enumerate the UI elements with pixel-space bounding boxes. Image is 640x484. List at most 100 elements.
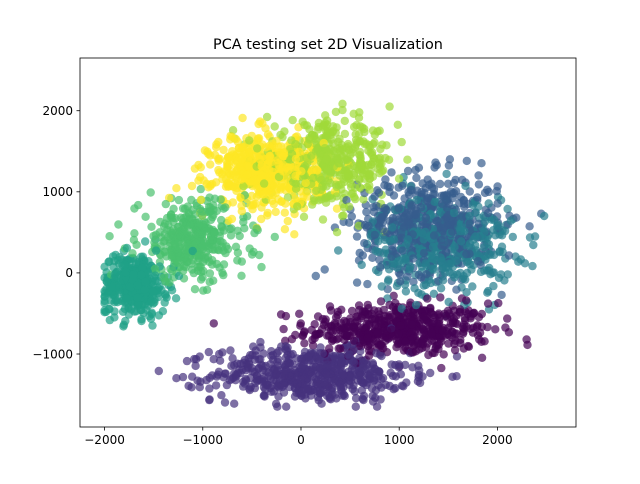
scatter-point bbox=[162, 293, 171, 302]
scatter-point bbox=[301, 178, 310, 188]
scatter-point bbox=[300, 384, 309, 393]
scatter-point bbox=[441, 263, 451, 272]
scatter-point bbox=[397, 228, 406, 237]
scatter-point bbox=[429, 318, 438, 327]
scatter-point bbox=[228, 198, 238, 207]
scatter-point bbox=[194, 251, 204, 260]
scatter-point bbox=[437, 363, 446, 373]
scatter-point bbox=[182, 220, 192, 230]
scatter-point bbox=[428, 242, 438, 252]
scatter-point bbox=[355, 175, 364, 184]
scatter-point bbox=[354, 113, 364, 122]
scatter-point bbox=[460, 313, 469, 323]
scatter-point bbox=[456, 338, 465, 348]
scatter-point bbox=[369, 207, 379, 217]
scatter-point bbox=[317, 399, 326, 408]
scatter-point bbox=[461, 181, 470, 191]
scatter-point bbox=[379, 305, 388, 315]
scatter-point bbox=[448, 372, 457, 381]
scatter-point bbox=[397, 137, 406, 147]
scatter-point bbox=[450, 242, 459, 251]
scatter-point bbox=[269, 366, 278, 375]
scatter-point bbox=[523, 340, 532, 350]
y-tick-label: −1000 bbox=[32, 347, 73, 361]
scatter-point bbox=[148, 287, 158, 296]
scatter-point bbox=[428, 183, 437, 192]
y-tick-label: 2000 bbox=[42, 104, 73, 118]
scatter-point bbox=[184, 208, 193, 218]
scatter-point bbox=[450, 273, 459, 282]
scatter-point bbox=[132, 240, 141, 249]
scatter-point bbox=[449, 208, 459, 218]
scatter-point bbox=[263, 208, 272, 218]
scatter-point bbox=[174, 195, 184, 205]
scatter-point bbox=[387, 325, 396, 334]
scatter-point bbox=[352, 163, 362, 172]
scatter-point bbox=[133, 293, 142, 303]
scatter-point bbox=[257, 262, 266, 272]
scatter-point bbox=[448, 217, 458, 226]
y-axis: −1000 0 1000 2000 bbox=[32, 104, 80, 361]
scatter-point bbox=[325, 344, 334, 353]
scatter-point bbox=[383, 294, 392, 303]
scatter-point bbox=[226, 231, 236, 240]
scatter-point bbox=[318, 122, 327, 131]
scatter-point bbox=[466, 324, 475, 333]
scatter-point bbox=[344, 322, 353, 331]
scatter-point bbox=[232, 372, 241, 381]
scatter-point bbox=[199, 266, 208, 276]
scatter-point bbox=[345, 202, 354, 211]
scatter-point bbox=[338, 105, 347, 115]
scatter-point bbox=[439, 223, 448, 232]
scatter-point bbox=[388, 258, 397, 268]
scatter-point bbox=[101, 288, 110, 297]
scatter-point bbox=[431, 158, 440, 167]
scatter-point bbox=[179, 266, 188, 275]
scatter-point bbox=[340, 129, 350, 139]
scatter-point bbox=[351, 394, 361, 403]
scatter-point bbox=[154, 366, 163, 376]
scatter-point bbox=[394, 174, 404, 183]
scatter-point bbox=[259, 190, 268, 199]
scatter-point bbox=[227, 132, 236, 141]
scatter-point bbox=[429, 289, 439, 298]
scatter-point bbox=[239, 182, 248, 191]
scatter-point bbox=[282, 402, 291, 411]
scatter-point bbox=[268, 196, 277, 205]
scatter-point bbox=[360, 239, 369, 248]
scatter-point bbox=[270, 232, 279, 242]
scatter-point bbox=[128, 249, 137, 258]
scatter-point bbox=[285, 359, 295, 368]
scatter-point bbox=[340, 116, 349, 126]
scatter-point bbox=[355, 305, 364, 315]
scatter-point bbox=[489, 226, 498, 235]
scatter-point bbox=[480, 227, 489, 237]
scatter-point bbox=[479, 243, 489, 252]
scatter-point bbox=[175, 252, 185, 262]
scatter-point bbox=[392, 212, 401, 221]
scatter-point bbox=[398, 246, 407, 255]
scatter-point bbox=[414, 163, 424, 172]
scatter-point bbox=[311, 271, 320, 281]
scatter-point bbox=[371, 320, 380, 329]
scatter-point bbox=[212, 206, 221, 216]
scatter-point bbox=[477, 159, 486, 168]
scatter-point bbox=[151, 271, 160, 280]
scatter-point bbox=[503, 314, 512, 323]
scatter-point bbox=[208, 260, 217, 269]
scatter-point bbox=[300, 373, 309, 382]
scatter-point bbox=[300, 327, 309, 336]
scatter-point bbox=[412, 173, 421, 183]
scatter-point bbox=[252, 375, 261, 384]
scatter-point bbox=[422, 270, 431, 279]
scatter-point bbox=[370, 130, 379, 139]
scatter-point bbox=[442, 213, 451, 223]
scatter-point bbox=[458, 322, 467, 332]
scatter-point bbox=[167, 266, 177, 276]
scatter-point bbox=[409, 277, 418, 287]
scatter-point bbox=[326, 306, 336, 315]
scatter-point bbox=[214, 137, 223, 147]
scatter-point bbox=[254, 134, 264, 143]
scatter-point bbox=[268, 350, 278, 360]
scatter-point bbox=[219, 145, 228, 155]
